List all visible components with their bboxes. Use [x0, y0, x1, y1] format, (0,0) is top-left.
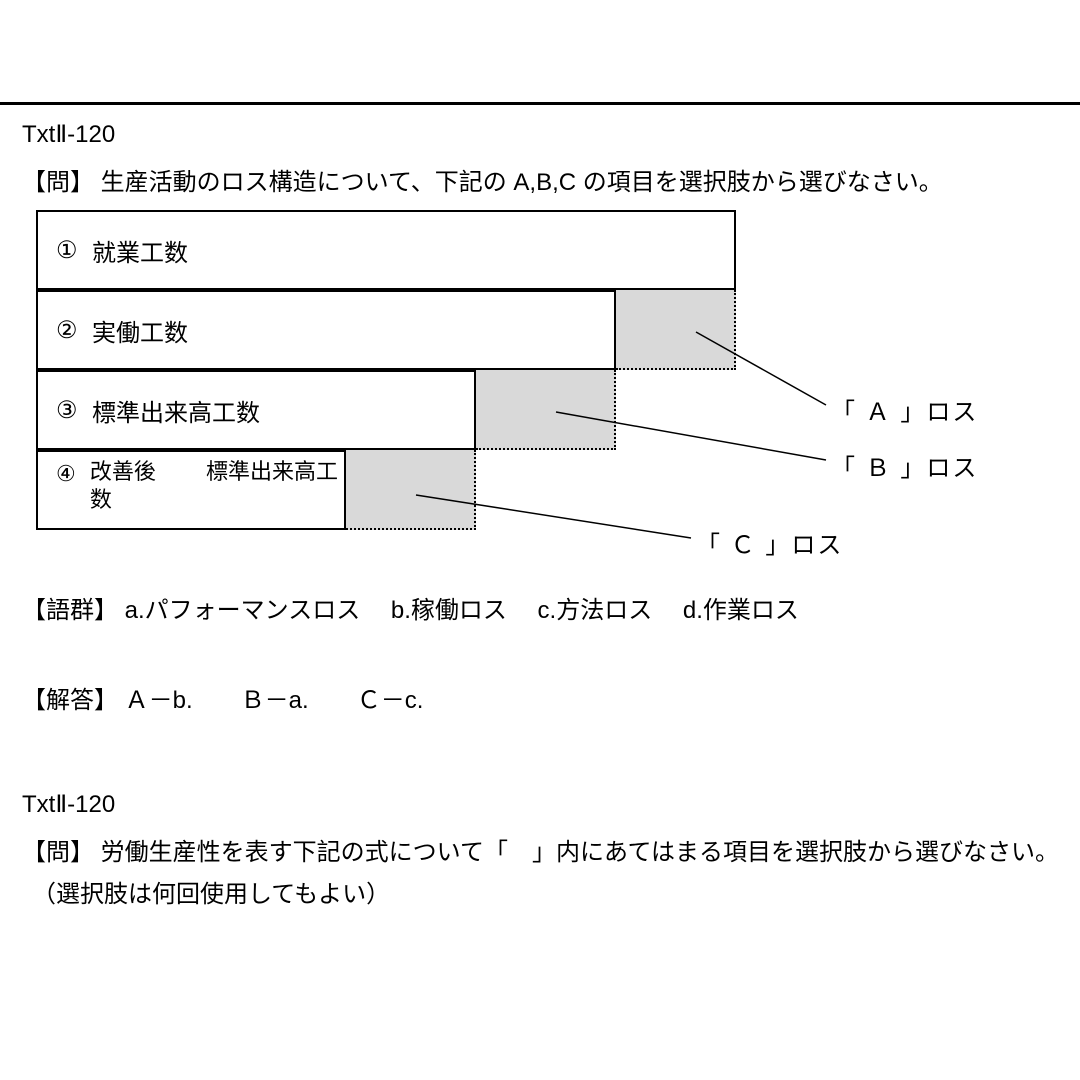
bar-4-num: ④ — [56, 458, 90, 488]
loss-box-b — [476, 370, 616, 450]
bar-2-label: 実働工数 — [92, 313, 188, 348]
loss-label-a: 「 Ａ 」ロス — [831, 392, 978, 427]
loss-box-a — [616, 290, 736, 370]
q2-prompt: 【問】 労働生産性を表す下記の式について「 」内にあてはまる項目を選択肢から選び… — [22, 832, 1059, 867]
loss-label-b: 「 Ｂ 」ロス — [831, 448, 978, 483]
bar-3-num: ③ — [56, 396, 92, 425]
bar-1: ① 就業工数 — [36, 210, 736, 290]
q1-wordbank: 【語群】 a.パフォーマンスロス b.稼働ロス c.方法ロス d.作業ロス — [22, 590, 799, 625]
q1-prompt: 【問】 生産活動のロス構造について、下記の A,B,C の項目を選択肢から選びな… — [22, 162, 943, 197]
bar-3: ③ 標準出来高工数 — [36, 370, 476, 450]
bar-4-label: 改善後 標準出来高工数 — [90, 458, 344, 513]
bar-2-num: ② — [56, 316, 92, 345]
q1-answer: 【解答】 Ａ－b. Ｂ－a. Ｃ－c. — [22, 680, 423, 715]
loss-label-c: 「 Ｃ 」ロス — [696, 525, 843, 560]
q1-id: TxtⅡ-120 — [22, 120, 115, 149]
page: TxtⅡ-120 【問】 生産活動のロス構造について、下記の A,B,C の項目… — [0, 0, 1080, 1080]
q2-id: TxtⅡ-120 — [22, 790, 115, 819]
bar-3-label: 標準出来高工数 — [92, 393, 260, 428]
bar-1-label: 就業工数 — [92, 233, 188, 268]
top-rule — [0, 102, 1080, 105]
bar-4: ④ 改善後 標準出来高工数 — [36, 450, 346, 530]
bar-2: ② 実働工数 — [36, 290, 616, 370]
loss-box-c — [346, 450, 476, 530]
loss-structure-diagram: ① 就業工数 ② 実働工数 ③ 標準出来高工数 ④ 改善後 標準出来高工数 「 … — [36, 210, 996, 550]
q2-note: （選択肢は何回使用してもよい） — [32, 874, 390, 909]
bar-1-num: ① — [56, 236, 92, 265]
